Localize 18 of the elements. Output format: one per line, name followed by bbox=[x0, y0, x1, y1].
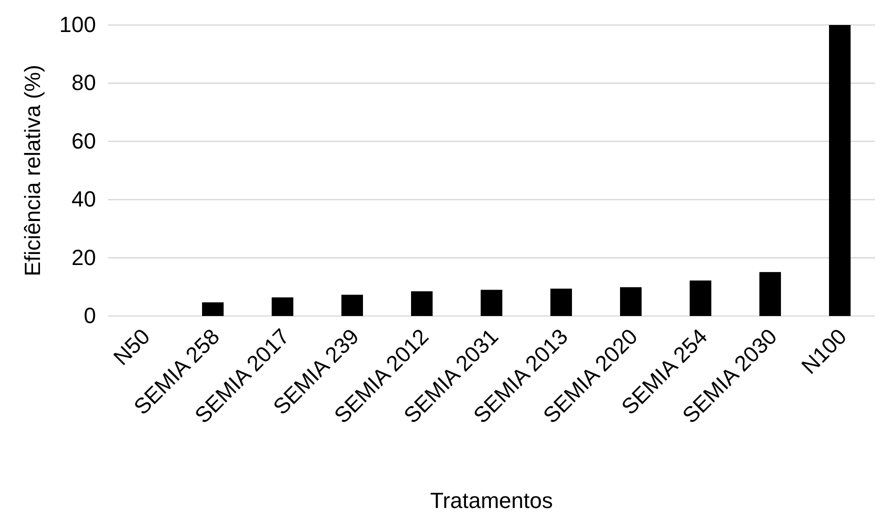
bar bbox=[480, 290, 502, 316]
bar bbox=[620, 287, 642, 316]
y-tick-label: 100 bbox=[59, 12, 96, 38]
y-tick-label: 60 bbox=[72, 128, 96, 154]
bar bbox=[690, 280, 712, 316]
y-tick-label: 80 bbox=[72, 70, 96, 96]
bar bbox=[759, 272, 781, 316]
y-tick-label: 20 bbox=[72, 244, 96, 270]
x-axis-title: Tratamentos bbox=[430, 488, 553, 513]
bar bbox=[272, 297, 294, 316]
bar bbox=[411, 291, 433, 316]
y-tick-label: 40 bbox=[72, 186, 96, 212]
y-tick-label: 0 bbox=[84, 303, 96, 328]
y-axis-title: Eficiência relativa (%) bbox=[20, 64, 45, 276]
bar bbox=[341, 294, 363, 316]
bar bbox=[550, 288, 572, 316]
bar bbox=[829, 25, 851, 316]
bar bbox=[202, 302, 224, 316]
